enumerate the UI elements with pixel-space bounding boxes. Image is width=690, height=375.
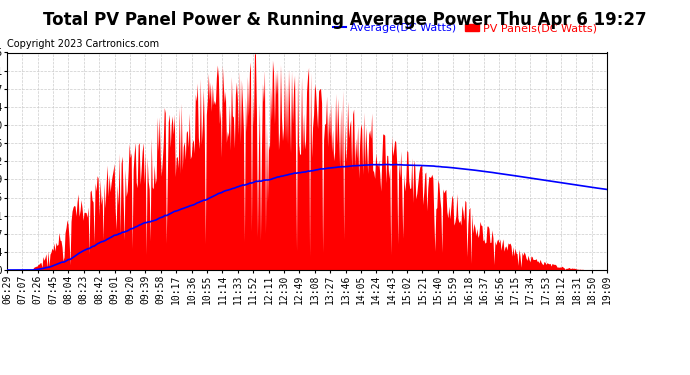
Legend: Average(DC Watts), PV Panels(DC Watts): Average(DC Watts), PV Panels(DC Watts) <box>328 19 602 38</box>
Text: Copyright 2023 Cartronics.com: Copyright 2023 Cartronics.com <box>7 39 159 50</box>
Text: Total PV Panel Power & Running Average Power Thu Apr 6 19:27: Total PV Panel Power & Running Average P… <box>43 11 647 29</box>
